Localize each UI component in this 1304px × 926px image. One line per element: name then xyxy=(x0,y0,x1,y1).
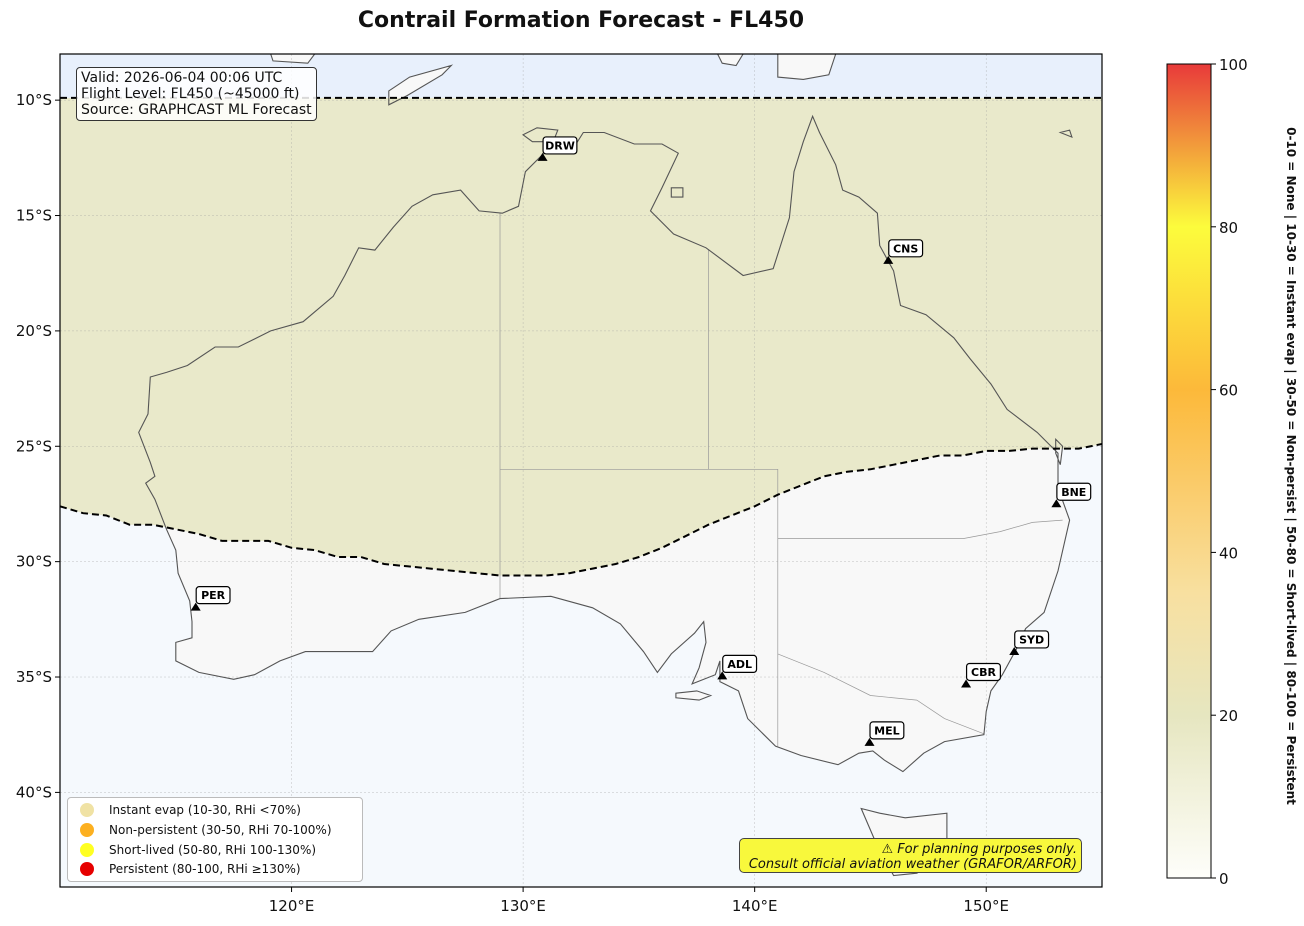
forecast-info-box: Valid: 2026-06-04 00:06 UTC Flight Level… xyxy=(76,67,317,121)
lat-tick-label: 10°S xyxy=(16,91,52,109)
city-label: PER xyxy=(201,589,226,602)
city-marker-syd: SYD xyxy=(1009,630,1050,655)
city-marker-drw: DRW xyxy=(537,136,578,161)
lon-tick-label: 150°E xyxy=(963,897,1009,915)
colorbar-tick-label: 80 xyxy=(1219,219,1238,237)
flight-level: Flight Level: FL450 (~45000 ft) xyxy=(81,86,300,102)
airport-marker-icon xyxy=(190,602,201,611)
lat-tick-label: 30°S xyxy=(16,553,52,571)
city-label-box xyxy=(888,239,924,258)
legend-item-persistent: Persistent (80-100, RHi ≥130%) xyxy=(80,860,301,878)
colorbar-label: 0-10 = None | 10-30 = Instant evap | 30-… xyxy=(1284,127,1298,805)
colorbar-gradient xyxy=(1166,63,1212,879)
legend-label: Instant evap (10-30, RHi <70%) xyxy=(109,803,301,817)
forecast-source: Source: GRAPHCAST ML Forecast xyxy=(81,102,312,118)
airport-marker-icon xyxy=(537,152,548,161)
city-marker-cbr: CBR xyxy=(961,662,1001,688)
city-label: BNE xyxy=(1061,486,1086,499)
city-label-box xyxy=(722,654,758,674)
colorbar-tick-label: 60 xyxy=(1219,382,1238,400)
map-frame xyxy=(59,53,1103,888)
contrail-zone xyxy=(60,97,1102,576)
legend-item-non-persistent: Non-persistent (30-50, RHi 70-100%) xyxy=(80,821,332,839)
city-label-box xyxy=(195,586,231,605)
airport-marker-icon xyxy=(864,737,875,746)
city-marker-adl: ADL xyxy=(717,654,758,680)
legend: Instant evap (10-30, RHi <70%) Non-persi… xyxy=(67,797,363,882)
city-label-box xyxy=(869,721,905,740)
city-label: MEL xyxy=(874,724,899,737)
valid-time: Valid: 2026-06-04 00:06 UTC xyxy=(81,70,283,86)
lat-tick-label: 15°S xyxy=(16,207,52,225)
city-label: DRW xyxy=(545,139,575,152)
city-marker-per: PER xyxy=(190,586,231,611)
colorbar-tick-label: 100 xyxy=(1219,56,1248,74)
lon-tick-label: 120°E xyxy=(269,897,315,915)
city-marker-cns: CNS xyxy=(883,239,924,264)
legend-label: Non-persistent (30-50, RHi 70-100%) xyxy=(109,823,332,837)
airport-marker-icon xyxy=(1009,646,1020,655)
lon-tick-label: 130°E xyxy=(500,897,546,915)
colorbar-tick-label: 20 xyxy=(1219,707,1238,725)
city-label: SYD xyxy=(1019,633,1044,646)
city-marker-mel: MEL xyxy=(864,721,905,746)
lat-tick-label: 40°S xyxy=(16,783,52,801)
colorbar-tick-label: 40 xyxy=(1219,544,1238,562)
chart-title: Contrail Formation Forecast - FL450 xyxy=(357,8,805,33)
city-label-box xyxy=(965,662,1001,682)
city-marker-bne: BNE xyxy=(1051,482,1092,508)
disclaimer-line-1: ⚠ For planning purposes only. xyxy=(881,842,1078,857)
airport-marker-icon xyxy=(1051,499,1062,508)
colorbar: 0 20 40 60 80 100 xyxy=(1166,56,1248,888)
disclaimer-line-2: Consult official aviation weather (GRAFO… xyxy=(748,857,1077,872)
legend-swatch xyxy=(80,862,94,876)
city-label: ADL xyxy=(727,658,752,671)
legend-item-short-lived: Short-lived (50-80, RHi 100-130%) xyxy=(80,841,316,859)
legend-label: Short-lived (50-80, RHi 100-130%) xyxy=(109,843,317,857)
legend-swatch xyxy=(80,843,94,857)
lon-tick-label: 140°E xyxy=(732,897,778,915)
legend-swatch xyxy=(80,823,94,837)
airport-marker-icon xyxy=(961,679,972,688)
disclaimer-box: ⚠ For planning purposes only. Consult of… xyxy=(739,838,1082,873)
city-label: CBR xyxy=(971,666,996,679)
contrail-south-boundary xyxy=(60,443,1102,577)
lat-tick-label: 25°S xyxy=(16,437,52,455)
city-label: CNS xyxy=(893,242,918,255)
lat-tick-label: 35°S xyxy=(16,668,52,686)
colorbar-tick-label: 0 xyxy=(1219,870,1229,888)
airport-marker-icon xyxy=(717,671,728,680)
map-area xyxy=(60,54,1102,887)
legend-label: Persistent (80-100, RHi ≥130%) xyxy=(109,862,301,876)
airport-marker-icon xyxy=(883,255,894,264)
city-label-box xyxy=(1014,630,1050,649)
lat-tick-label: 20°S xyxy=(16,322,52,340)
city-label-box xyxy=(542,136,578,155)
legend-swatch xyxy=(80,803,94,817)
city-label-box xyxy=(1056,482,1092,501)
legend-item-instant-evap: Instant evap (10-30, RHi <70%) xyxy=(80,801,301,819)
